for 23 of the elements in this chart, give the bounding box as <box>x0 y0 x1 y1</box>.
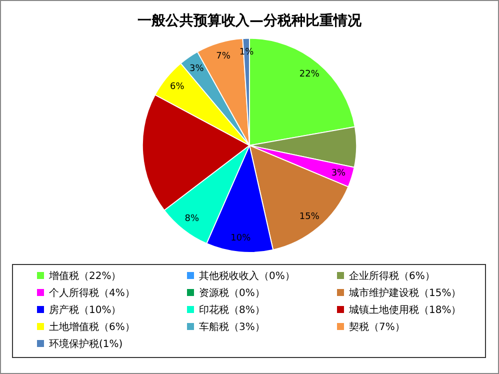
data-label: 8% <box>184 214 200 224</box>
legend-label: 增值税（22%） <box>49 270 122 282</box>
data-label: 22% <box>299 69 320 80</box>
legend-label: 资源税（0%） <box>199 286 265 300</box>
legend-label: 土地增值税（6%） <box>49 320 135 334</box>
legend-label: 其他税收收入（0%） <box>199 270 295 282</box>
legend-label: 城市维护建设税（15%） <box>349 286 462 300</box>
data-label: 1% <box>239 48 254 58</box>
data-label: 3% <box>190 64 204 74</box>
legend-label: 房产税（10%） <box>49 304 122 316</box>
legend-label: 印花税（8%） <box>199 304 265 316</box>
data-label: 7% <box>216 51 231 62</box>
legend-label: 城镇土地使用税（18%） <box>349 304 462 316</box>
legend-label: 企业所得税（6%） <box>349 270 435 282</box>
data-label: 6% <box>170 82 185 92</box>
legend-label: 车船税（3%） <box>199 320 265 334</box>
data-label: 3% <box>331 168 346 178</box>
legend-label: 环境保护税(1%) <box>49 338 123 350</box>
legend-label: 个人所得税（4%） <box>49 286 135 300</box>
data-label: 15% <box>299 212 320 222</box>
data-label: 10% <box>230 234 252 244</box>
chart-title: 一般公共预算收入—分税种比重情况 <box>138 12 362 30</box>
legend-label: 契税（7%） <box>349 320 405 334</box>
